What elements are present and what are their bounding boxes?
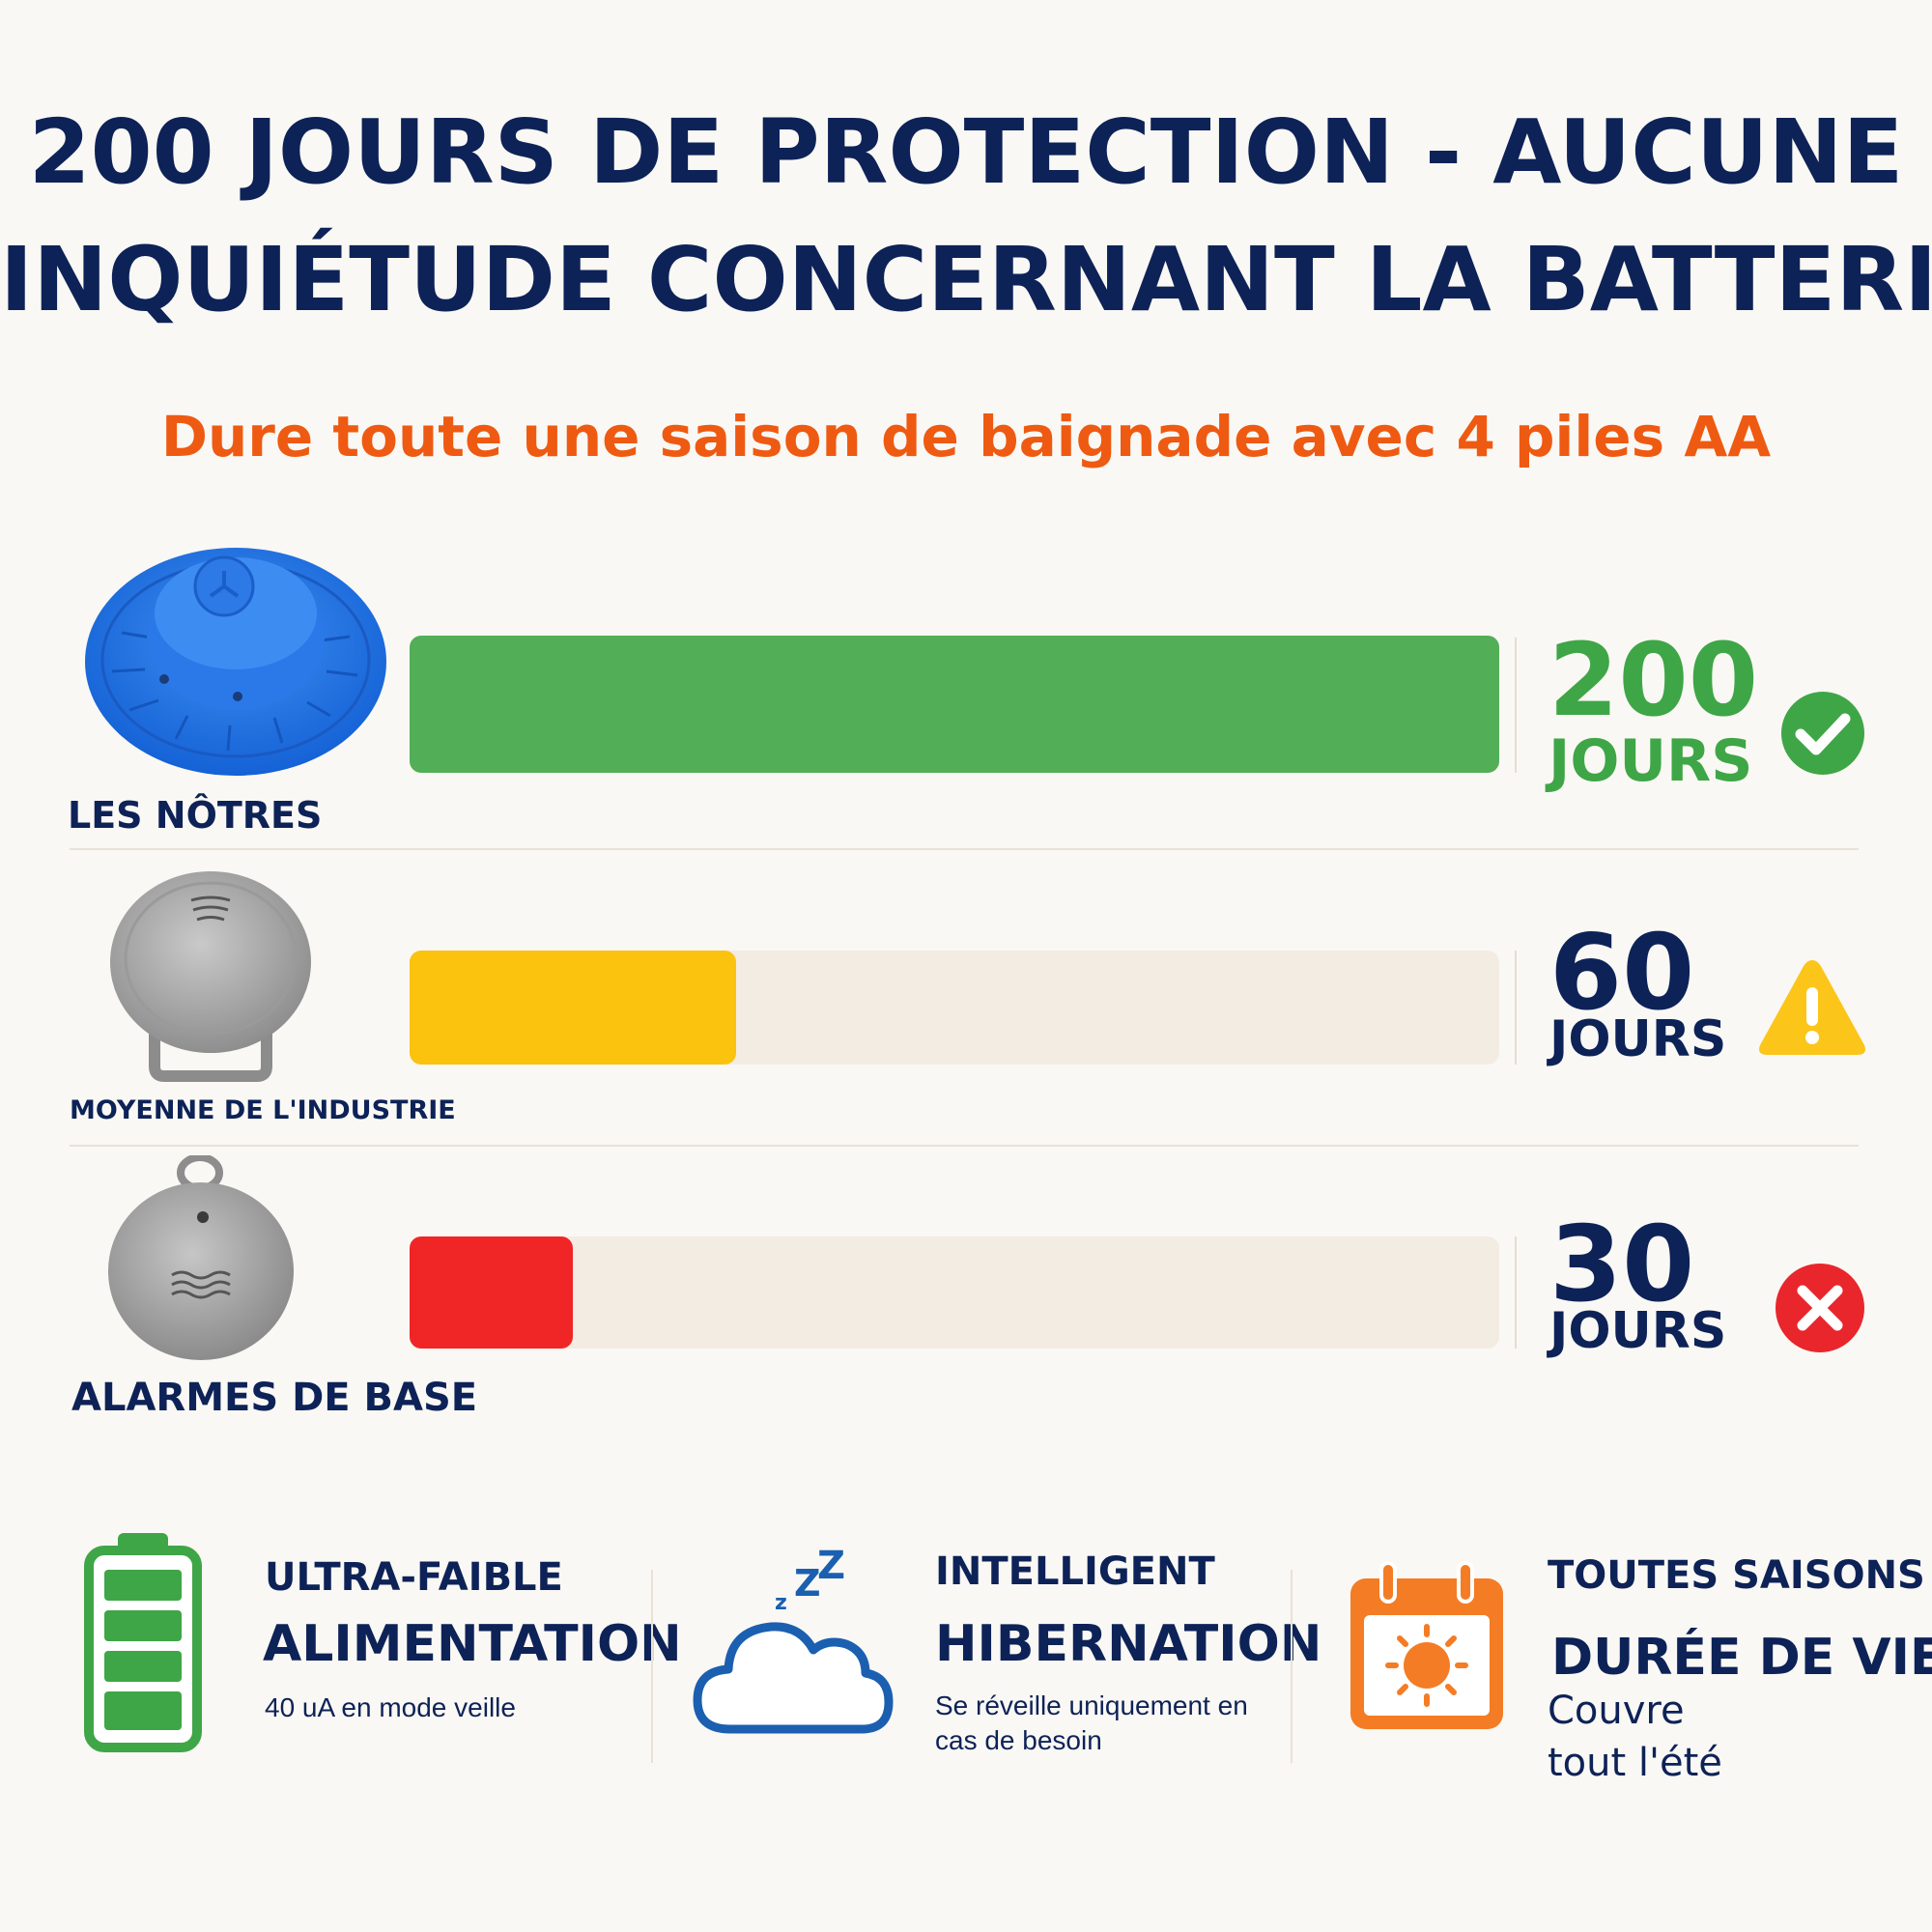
- feature-1-sub: 40 uA en mode veille: [265, 1692, 516, 1722]
- bar-track-industry: [410, 951, 1499, 1065]
- blue-pool-alarm-image: [85, 548, 386, 776]
- cross-circle-icon: [1776, 1264, 1864, 1352]
- title-line-2: INQUIÉTUDE CONCERNANT LA BATTERIE: [0, 228, 1932, 331]
- bar-basic: [410, 1236, 574, 1349]
- feature-3-top: TOUTES SAISONS: [1548, 1553, 1925, 1598]
- svg-text:Z: Z: [817, 1549, 845, 1588]
- value-label-industry: 60: [1549, 913, 1695, 1034]
- title-line-1: 200 JOURS DE PROTECTION - AUCUNE: [28, 100, 1904, 204]
- grey-basic-alarm-image: [108, 1155, 294, 1360]
- row-label-ours: LES NÔTRES: [68, 794, 323, 837]
- svg-text:Z: Z: [794, 1562, 821, 1605]
- grey-industry-alarm-image: [110, 871, 311, 1082]
- subtitle: Dure toute une saison de baignade avec 4…: [160, 404, 1772, 469]
- bar-track-basic: [410, 1236, 1499, 1349]
- row-label-basic: ALARMES DE BASE: [71, 1376, 478, 1420]
- feature-separator-1: [651, 1570, 653, 1763]
- value-label-ours: 200: [1548, 621, 1759, 739]
- feature-2-sub-1: Se réveille uniquement en: [935, 1690, 1248, 1720]
- unit-label-ours: JOURS: [1548, 727, 1753, 795]
- bar-ours: [410, 636, 1499, 773]
- page-title: 200 JOURS DE PROTECTION - AUCUNE INQUIÉT…: [0, 89, 1932, 344]
- value-label-basic: 30: [1549, 1205, 1695, 1325]
- feature-2-top: INTELLIGENT: [935, 1549, 1215, 1594]
- feature-3-sub-1: Couvre: [1548, 1689, 1685, 1733]
- feature-1-top: ULTRA-FAIBLE: [265, 1555, 563, 1600]
- feature-2-sub-2: cas de besoin: [935, 1725, 1102, 1755]
- feature-3-sub-2: tout l'été: [1548, 1741, 1722, 1785]
- sleeping-cloud-icon: Z Z z: [693, 1549, 894, 1734]
- feature-separator-2: [1291, 1570, 1293, 1763]
- check-circle-icon: [1781, 692, 1864, 775]
- bar-end-tick: [1515, 1236, 1517, 1349]
- unit-label-industry: JOURS: [1549, 1010, 1727, 1068]
- bar-track-ours: [410, 636, 1499, 773]
- sun-calendar-icon: [1350, 1561, 1503, 1729]
- feature-2-main: HIBERNATION: [935, 1615, 1322, 1673]
- feature-1-main: ALIMENTATION: [263, 1615, 682, 1673]
- row-label-industry: MOYENNE DE L'INDUSTRIE: [70, 1095, 456, 1125]
- bar-industry: [410, 951, 737, 1065]
- unit-label-basic: JOURS: [1549, 1302, 1727, 1360]
- bar-end-tick: [1515, 638, 1517, 773]
- bar-end-tick: [1515, 951, 1517, 1065]
- svg-text:z: z: [775, 1591, 787, 1615]
- feature-3-main: DURÉE DE VIE: [1551, 1629, 1932, 1687]
- warning-triangle-icon: [1759, 960, 1865, 1055]
- row-divider-1: [70, 848, 1859, 850]
- row-divider-2: [70, 1145, 1859, 1147]
- battery-icon: [84, 1533, 202, 1752]
